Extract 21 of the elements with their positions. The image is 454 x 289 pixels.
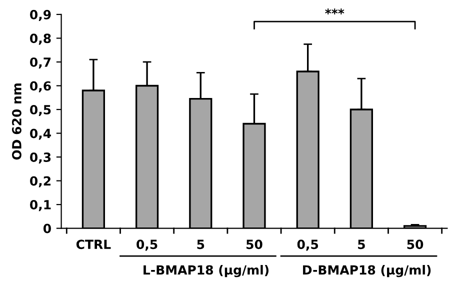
y-tick-label: 0,6 (30, 81, 51, 92)
y-tick-label: 0,2 (30, 176, 50, 188)
y-axis-title: OD 620 nm (12, 84, 22, 160)
text: L-BMAP18 (µg/ml) (144, 264, 269, 278)
x-tick-label: 0,5 (136, 240, 158, 251)
x-tick-label: 5 (358, 240, 365, 250)
x-tick-label: 50 (246, 240, 262, 250)
x-tick-label: 5 (197, 240, 204, 250)
y-tick-label: 0,1 (30, 200, 51, 212)
y-tick-label: 0,7 (30, 57, 51, 68)
text: D-BMAP18 (µg/ml) (303, 264, 431, 278)
y-tick-label: 0,3 (30, 152, 51, 164)
y-tick-label: 0,9 (30, 10, 51, 21)
text: *** (325, 8, 344, 14)
y-tick-label: 0,8 (30, 34, 51, 45)
x-tick-label: 50 (407, 240, 424, 250)
y-tick-label: 0,4 (30, 128, 51, 140)
y-tick-label: 0 (43, 224, 51, 234)
x-tick-label: 0,5 (297, 240, 318, 251)
x-tick-label: CTRL (76, 240, 111, 250)
y-tick-label: 0,5 (30, 104, 51, 116)
